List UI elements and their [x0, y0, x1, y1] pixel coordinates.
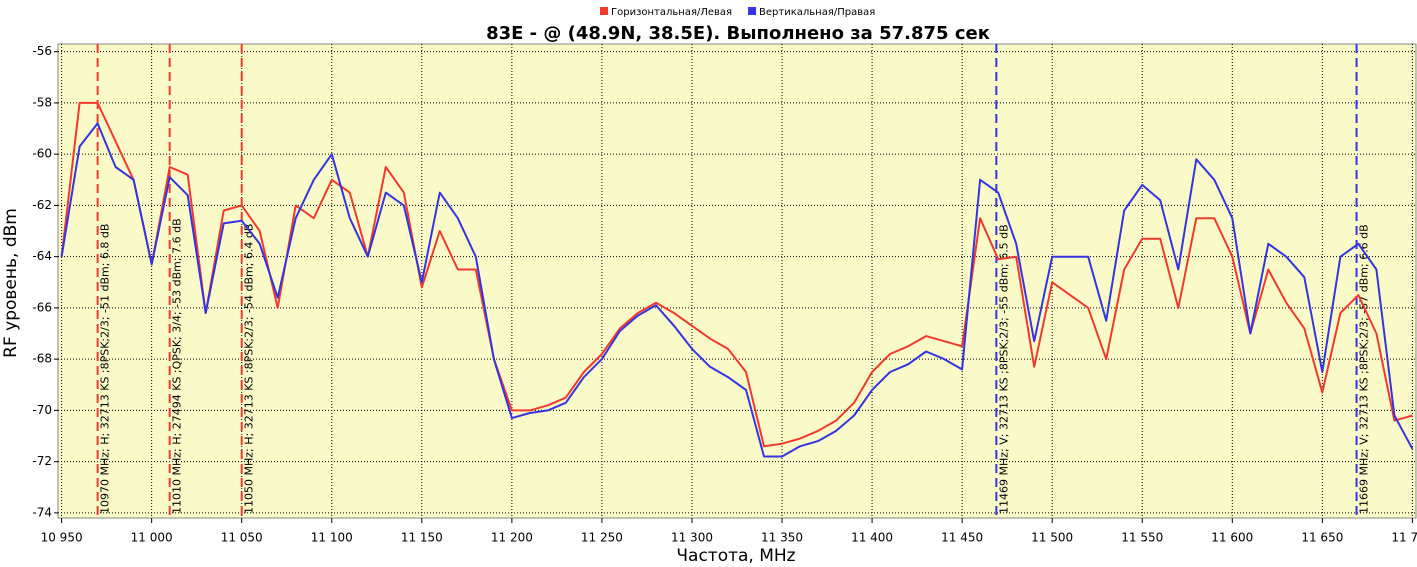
marker-label: 11050 MHz; H; 32713 KS ;8PSK;2/3; -54 dB… [243, 224, 256, 514]
y-tick-label: -66 [32, 300, 52, 314]
plot-area [57, 43, 1417, 519]
y-tick-label: -64 [32, 249, 52, 263]
chart-title: 83E - @ (48.9N, 38.5E). Выполнено за 57.… [486, 23, 990, 44]
legend-label: Вертикальная/Правая [759, 7, 875, 18]
x-tick-label: 11 600 [1211, 531, 1253, 545]
legend-swatch [600, 7, 608, 15]
x-tick-label: 11 500 [1031, 531, 1073, 545]
x-tick-label: 11 050 [221, 531, 263, 545]
x-tick-label: 11 350 [761, 531, 803, 545]
x-tick-label: 11 250 [581, 531, 623, 545]
x-tick-label: 11 300 [671, 531, 713, 545]
y-tick-label: -74 [32, 505, 52, 519]
x-axis-label: Частота, MHz [676, 546, 795, 566]
y-tick-label: -70 [32, 403, 52, 417]
marker-label: 11010 MHz; H; 27494 KS ;QPSK; 3/4; -53 d… [171, 218, 184, 514]
x-tick-label: 10 950 [41, 531, 83, 545]
legend-swatch [748, 7, 757, 15]
marker-label: 10970 MHz; H; 32713 KS ;8PSK;2/3; -51 dB… [99, 224, 112, 514]
marker-label: 11669 MHz; V; 32713 KS ;8PSK;2/3; -57 dB… [1358, 224, 1371, 514]
y-tick-label: -72 [32, 454, 52, 468]
y-tick-label: -56 [32, 44, 52, 58]
x-tick-label: 11 150 [401, 531, 443, 545]
marker-label: 11469 MHz; V; 32713 KS ;8PSK;2/3; -55 dB… [997, 224, 1010, 514]
y-tick-label: -60 [32, 147, 52, 161]
x-tick-label: 11 200 [491, 531, 533, 545]
y-tick-label: -62 [32, 198, 52, 212]
x-tick-label: 11 000 [131, 531, 173, 545]
x-tick-label: 11 700 [1391, 531, 1417, 545]
series-line [60, 122, 1414, 458]
legend-label: Горизонтальная/Левая [611, 7, 732, 18]
x-tick-label: 11 100 [311, 531, 353, 545]
y-axis-label: RF уровень, dBm [1, 208, 21, 358]
x-tick-label: 11 400 [851, 531, 893, 545]
x-tick-label: 11 550 [1121, 531, 1163, 545]
x-tick-label: 11 650 [1301, 531, 1343, 545]
y-tick-label: -68 [32, 352, 52, 366]
y-tick-label: -58 [32, 95, 52, 109]
x-tick-label: 11 450 [941, 531, 983, 545]
